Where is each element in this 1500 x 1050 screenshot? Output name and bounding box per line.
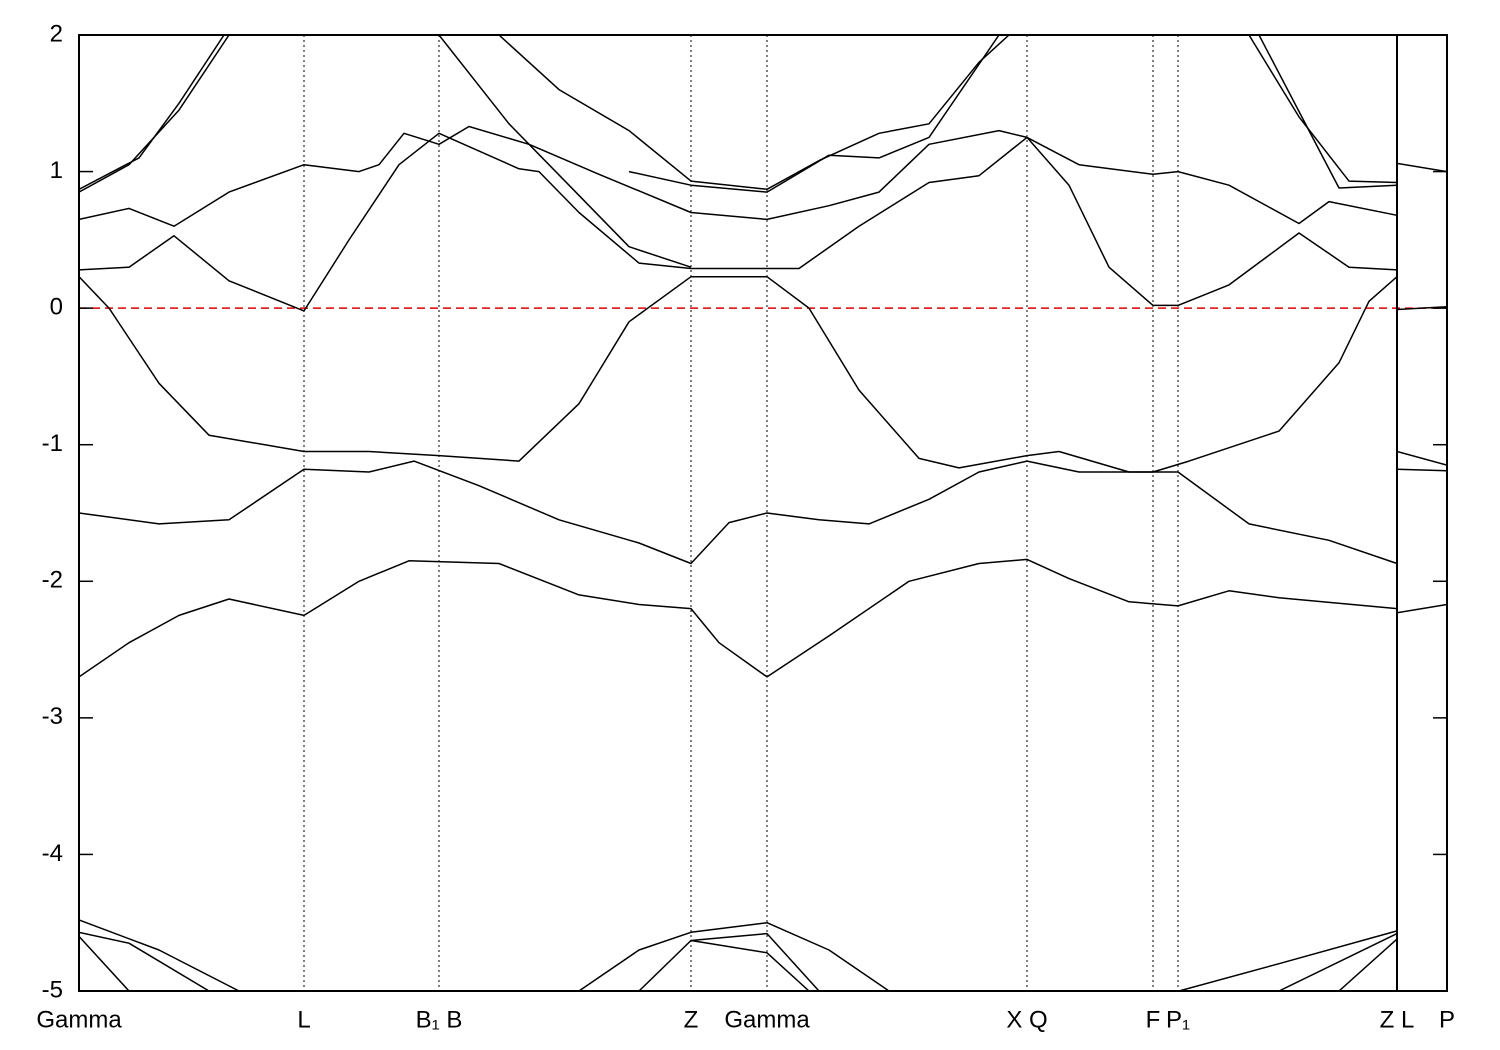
- band-line: [79, 35, 1398, 190]
- band-line: [79, 125, 1447, 227]
- band-line: [79, 919, 1398, 991]
- band-line: [79, 132, 1447, 312]
- grid-layer: [78, 35, 1448, 991]
- plot-frame: [78, 34, 1448, 992]
- y-tick-label: -1: [42, 430, 63, 457]
- y-tick-label: 2: [50, 20, 63, 47]
- plot-area: [79, 35, 1447, 991]
- band-line: [79, 931, 1398, 991]
- band-line: [79, 558, 1447, 678]
- x-tick-label: Z: [684, 1006, 699, 1033]
- band-line: [79, 460, 1447, 565]
- x-tick-label: Z L: [1380, 1006, 1415, 1033]
- x-tick-label: F: [1146, 1006, 1161, 1033]
- y-tick-label: 0: [50, 293, 63, 320]
- y-tick-label: -4: [42, 840, 63, 867]
- band-line: [79, 935, 1398, 991]
- band-line: [79, 35, 692, 268]
- x-tick-label: Gamma: [724, 1006, 810, 1033]
- y-tick-label: 1: [50, 157, 63, 184]
- y-tick-label: -2: [42, 567, 63, 594]
- x-tick-label: Gamma: [36, 1006, 122, 1033]
- x-tick-label: X Q: [1006, 1006, 1047, 1033]
- y-tick-label: -5: [42, 976, 63, 1003]
- x-tick-label: B₁ B: [416, 1006, 463, 1033]
- x-tick-label: P: [1439, 1006, 1455, 1033]
- labels: -5 -4 -3 -2 -1 0 1 2 Gamma L B₁ B Z Gamma X Q F P₁ Z L P: [36, 20, 1455, 1033]
- band-line: [628, 35, 1000, 193]
- band-line: [79, 275, 1447, 473]
- band-line: [498, 35, 1398, 191]
- y-tick-label: -3: [42, 703, 63, 730]
- x-tick-label: P₁: [1166, 1006, 1190, 1033]
- x-tick-label: L: [297, 1006, 310, 1033]
